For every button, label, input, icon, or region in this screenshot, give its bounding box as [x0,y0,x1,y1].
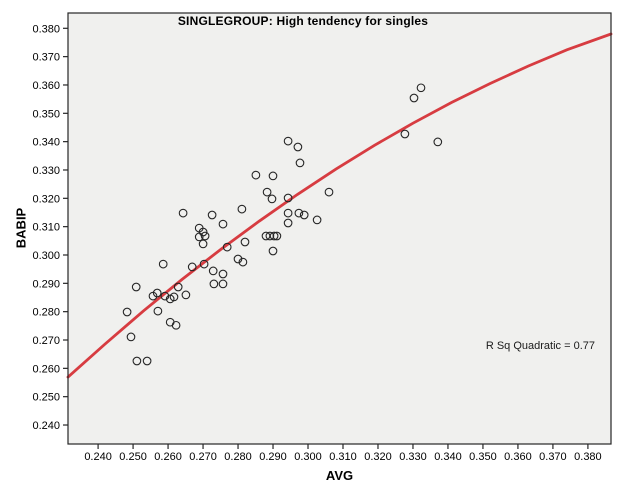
data-point [199,259,209,269]
data-point [262,187,272,197]
x-tick-label: 0.340 [434,451,462,463]
y-tick-label: 0.240 [32,420,60,432]
data-point [218,219,228,229]
data-point [126,332,136,342]
y-tick-label: 0.320 [32,193,60,205]
data-point [283,208,293,218]
data-point [207,210,217,220]
data-point [269,231,279,241]
data-point [237,204,247,214]
data-point [181,290,191,300]
data-point [238,257,248,267]
data-point [169,292,179,302]
data-point [283,193,293,203]
y-tick-label: 0.340 [32,137,60,149]
data-point [160,291,170,301]
data-point [433,137,443,147]
data-point [233,254,243,264]
y-tick-label: 0.380 [32,23,60,35]
data-point [283,218,293,228]
data-point [158,259,168,269]
data-point [265,231,275,241]
y-tick-label: 0.290 [32,278,60,290]
data-point [132,356,142,366]
y-tick-label: 0.280 [32,307,60,319]
data-point [324,187,334,197]
data-point [400,129,410,139]
x-tick-label: 0.270 [189,451,217,463]
x-tick-label: 0.290 [259,451,287,463]
y-tick-label: 0.270 [32,335,60,347]
data-point [178,208,188,218]
data-point [312,215,322,225]
data-point [218,279,228,289]
y-tick-label: 0.260 [32,363,60,375]
y-tick-label: 0.360 [32,80,60,92]
x-tick-label: 0.380 [574,451,602,463]
y-tick-label: 0.300 [32,250,60,262]
data-point [209,279,219,289]
y-axis-title: BABIP [13,207,29,249]
x-tick-label: 0.350 [469,451,497,463]
y-tick-label: 0.350 [32,108,60,120]
data-point [267,194,277,204]
data-point [295,158,305,168]
x-tick-label: 0.260 [154,451,182,463]
data-point [293,142,303,152]
data-point [268,171,278,181]
x-tick-label: 0.250 [119,451,147,463]
x-tick-label: 0.240 [84,451,112,463]
data-point [131,282,141,292]
x-tick-label: 0.300 [294,451,322,463]
rsq-annotation: R Sq Quadratic = 0.77 [485,340,595,352]
data-point [299,210,309,220]
data-point [218,269,228,279]
x-tick-label: 0.360 [504,451,532,463]
data-point [152,288,162,298]
data-point [268,246,278,256]
data-point [240,237,250,247]
y-tick-label: 0.310 [32,222,60,234]
data-point [187,262,197,272]
x-tick-label: 0.280 [224,451,252,463]
plot-frame [67,12,612,445]
x-tick-label: 0.330 [399,451,427,463]
fit-curve [66,32,613,379]
data-point [272,231,282,241]
y-tick-label: 0.370 [32,52,60,64]
data-point [122,307,132,317]
y-tick-label: 0.250 [32,392,60,404]
plot-background [68,13,611,444]
chart-title: SINGLEGROUP: High tendency for singles [177,14,429,28]
y-tick-label: 0.330 [32,165,60,177]
data-point [222,242,232,252]
data-point [208,266,218,276]
data-point [409,93,419,103]
data-point [173,282,183,292]
x-tick-label: 0.310 [329,451,357,463]
x-axis-title: AVG [325,468,354,483]
x-tick-label: 0.370 [539,451,567,463]
data-point [194,232,204,242]
data-point [198,239,208,249]
data-point [416,83,426,93]
data-point [251,170,261,180]
x-tick-label: 0.320 [364,451,392,463]
data-point [283,136,293,146]
data-point [142,356,152,366]
data-point [153,306,163,316]
data-point [171,320,181,330]
data-point [294,208,304,218]
data-point [200,231,210,241]
